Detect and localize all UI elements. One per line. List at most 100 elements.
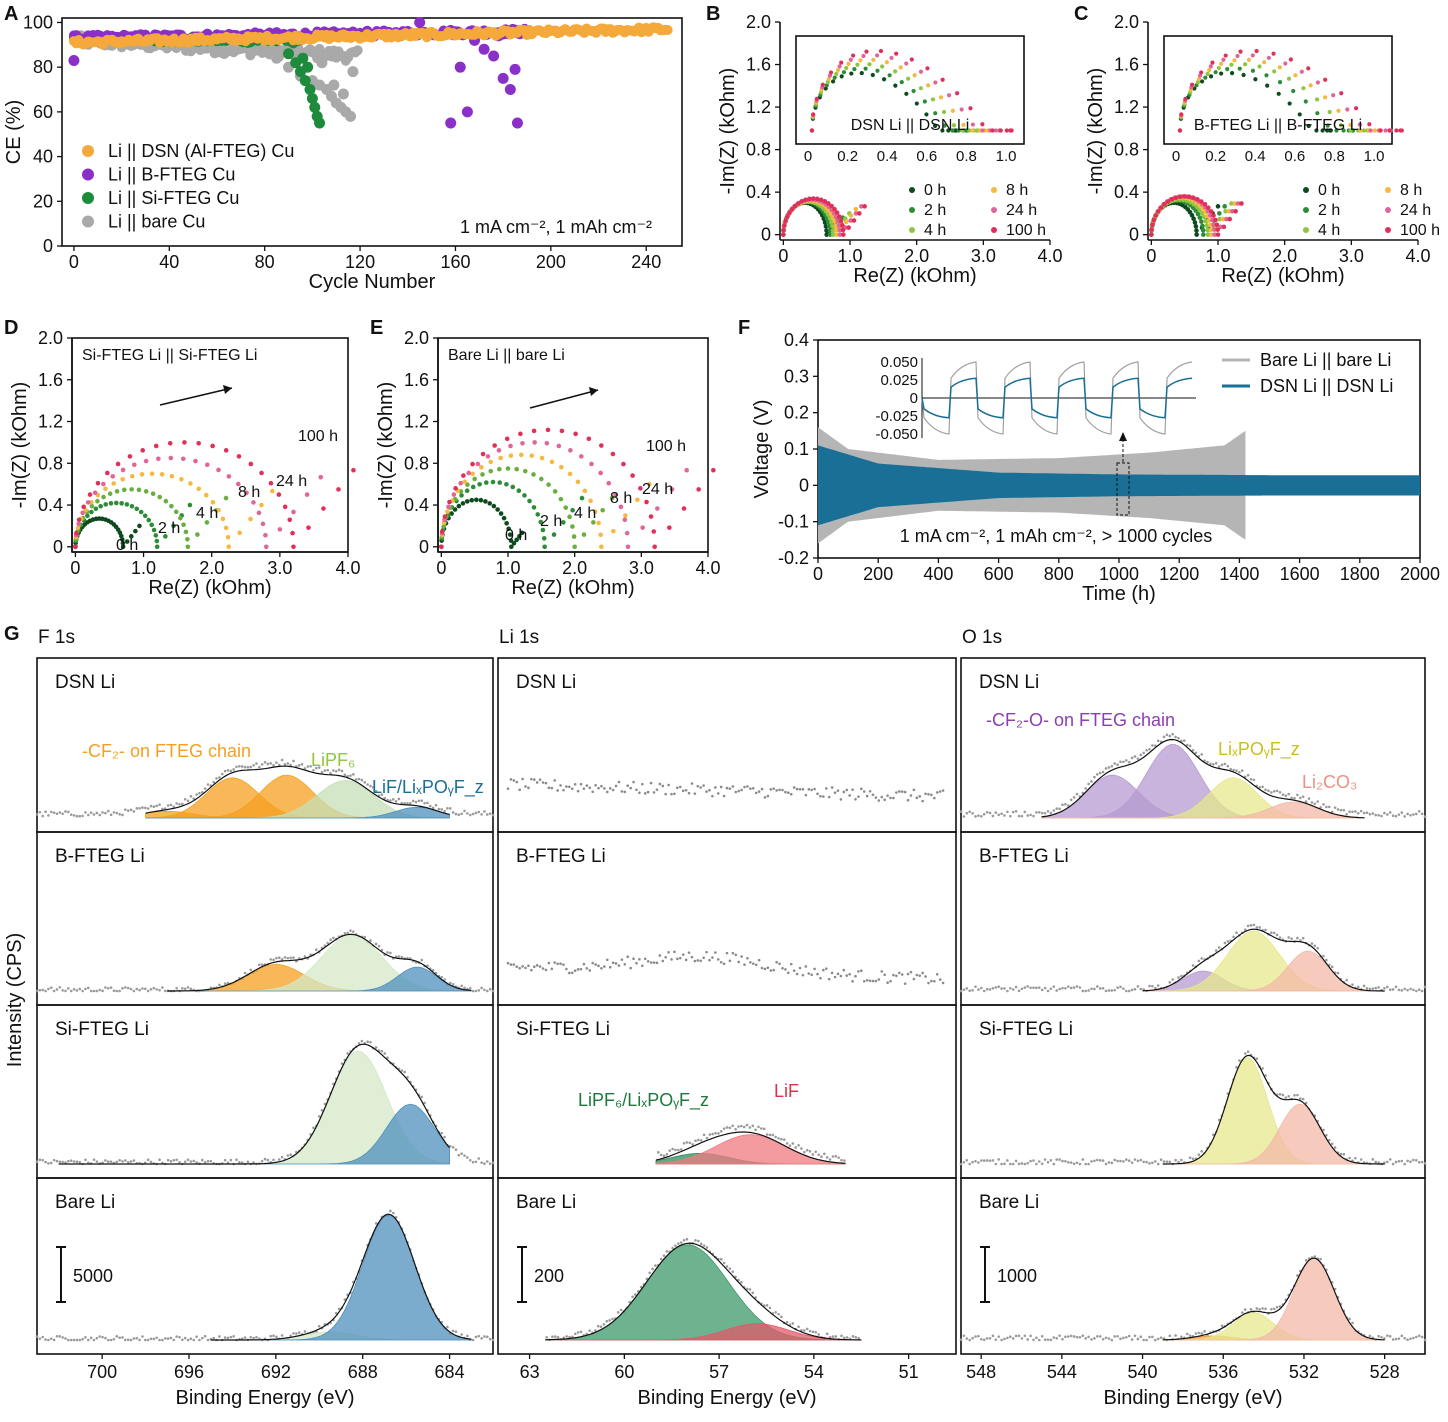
data-point: [134, 506, 140, 512]
data-point: [235, 765, 238, 769]
data-point: [132, 810, 136, 813]
data-point: [115, 1335, 119, 1338]
inset-data-point: [1189, 82, 1195, 87]
data-point: [126, 986, 130, 990]
data-point: [728, 787, 732, 790]
inset-data-point: [1287, 101, 1292, 106]
data-point: [1223, 208, 1228, 214]
data-point: [749, 787, 752, 790]
data-point: [223, 769, 227, 773]
data-point: [1061, 803, 1064, 807]
data-point: [860, 787, 863, 791]
data-point: [1296, 1093, 1299, 1097]
data-point: [1397, 1337, 1401, 1340]
data-point: [332, 769, 335, 772]
data-point: [531, 428, 537, 434]
data-point: [178, 1335, 181, 1339]
data-point: [801, 787, 805, 791]
data-point: [369, 939, 372, 942]
data-point: [1177, 976, 1180, 979]
data-point: [178, 515, 183, 521]
data-point: [185, 544, 191, 550]
data-point: [760, 1127, 763, 1130]
data-point: [834, 210, 840, 215]
inset-data-point: [820, 82, 825, 87]
data-point: [556, 962, 559, 966]
data-point: [320, 770, 324, 774]
x-tick-label: 1.0: [837, 246, 862, 266]
data-point: [153, 443, 159, 449]
panel-letter-c: C: [1074, 3, 1088, 25]
data-point: [133, 528, 138, 534]
data-point: [326, 768, 330, 772]
data-point: [624, 530, 630, 536]
data-point: [541, 967, 545, 970]
y-tick-label: 20: [33, 191, 53, 211]
data-point: [1113, 1335, 1116, 1338]
data-point: [374, 942, 378, 946]
x-tick-label: 57: [709, 1362, 729, 1382]
data-point: [152, 986, 156, 990]
data-point: [860, 969, 863, 972]
row-label: B-FTEG Li: [55, 846, 145, 867]
inset-data-point: [956, 128, 961, 133]
data-point: [269, 958, 273, 961]
inset-data-point: [980, 128, 985, 133]
data-point: [87, 986, 90, 990]
data-point: [1023, 1334, 1027, 1338]
data-point: [1009, 1335, 1012, 1339]
data-point: [1122, 760, 1125, 764]
data-point: [527, 498, 532, 504]
data-point: [769, 788, 773, 791]
data-point: [290, 530, 295, 536]
data-point: [1200, 1332, 1203, 1335]
inset-data-point: [1262, 60, 1267, 65]
x-tick-label: 200: [536, 252, 566, 272]
inset-data-point: [861, 53, 866, 59]
data-point: [833, 791, 837, 794]
data-point: [1136, 985, 1140, 988]
data-point: [226, 981, 230, 985]
data-point: [146, 517, 152, 523]
data-point: [223, 525, 229, 531]
data-point: [120, 540, 126, 546]
data-point: [1075, 1161, 1079, 1165]
data-point: [1197, 215, 1203, 220]
data-point: [1104, 1162, 1108, 1166]
data-point: [1078, 1162, 1082, 1166]
x-axis-label: Binding Energy (eV): [638, 1387, 817, 1409]
inset-data-point: [914, 101, 919, 106]
data-point: [1229, 201, 1234, 206]
plot-frame: [71, 337, 349, 553]
data-point: [64, 810, 67, 813]
data-point: [1067, 1335, 1070, 1338]
data-point: [714, 951, 717, 954]
inset-data-point: [1286, 76, 1292, 81]
data-point: [991, 1334, 995, 1338]
data-point: [474, 811, 478, 815]
data-point: [544, 781, 548, 785]
data-point: [694, 1239, 697, 1242]
legend-marker: [991, 227, 997, 233]
data-point: [827, 795, 831, 799]
data-point: [576, 789, 580, 793]
data-point: [677, 1148, 680, 1152]
legend-marker: [909, 207, 915, 213]
legend-label: 0 h: [1318, 182, 1340, 199]
data-point: [483, 1335, 486, 1338]
data-point: [617, 964, 621, 967]
data-point: [1151, 1161, 1154, 1165]
data-point: [486, 989, 489, 993]
data-point: [930, 979, 933, 983]
data-point: [1139, 987, 1143, 991]
data-point: [98, 503, 103, 509]
inset-data-point: [955, 91, 960, 96]
data-point: [470, 461, 475, 467]
data-point: [238, 764, 241, 768]
data-point: [1119, 985, 1122, 989]
data-point: [795, 787, 799, 791]
data-point: [118, 1158, 121, 1162]
data-point: [423, 801, 426, 805]
data-point: [510, 484, 516, 490]
inset-data-point: [1367, 122, 1372, 127]
